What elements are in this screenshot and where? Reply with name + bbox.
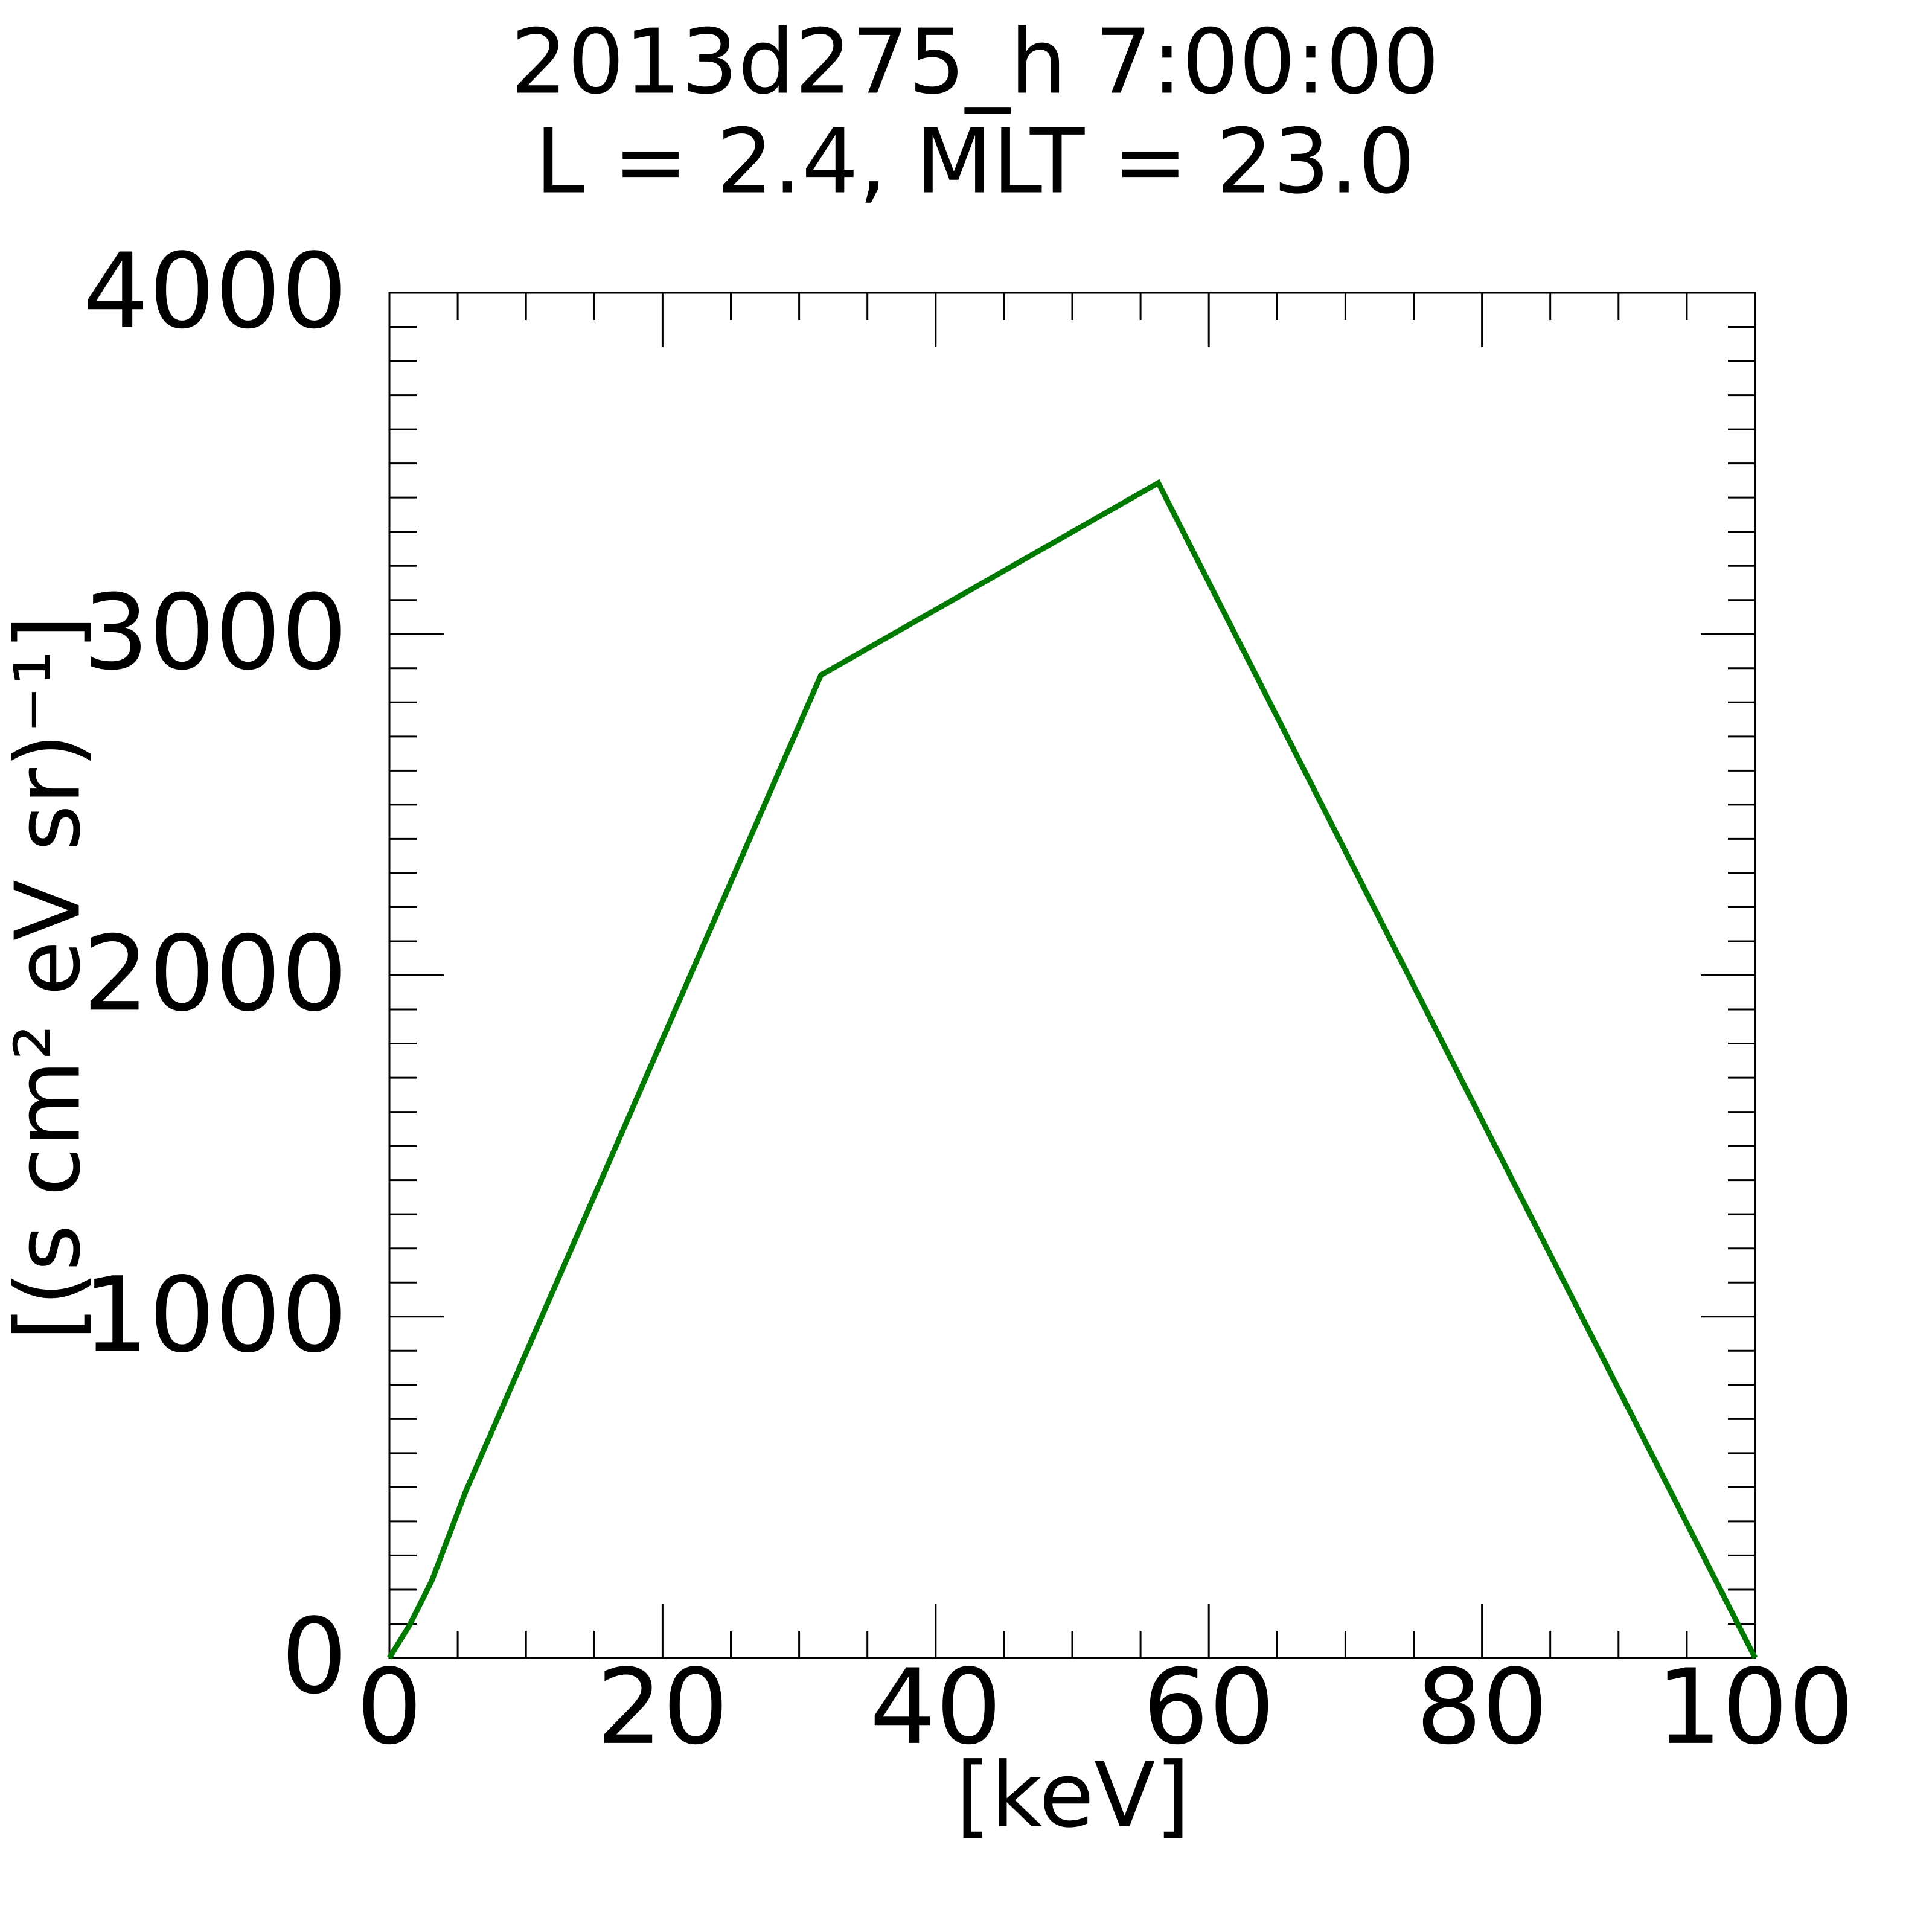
y-tick-label: 0 bbox=[281, 1596, 347, 1717]
y-tick-label: 4000 bbox=[83, 231, 347, 352]
y-tick-label: 1000 bbox=[83, 1255, 347, 1376]
chart-title: 2013d275_h 7:00:00 bbox=[511, 10, 1439, 114]
x-tick-label: 40 bbox=[869, 1646, 1002, 1768]
x-tick-label: 100 bbox=[1656, 1646, 1854, 1768]
chart-subtitle: L = 2.4, MLT = 23.0 bbox=[535, 110, 1415, 214]
y-tick-label: 3000 bbox=[83, 572, 347, 693]
x-tick-label: 60 bbox=[1143, 1646, 1275, 1768]
x-tick-label: 80 bbox=[1416, 1646, 1548, 1768]
x-tick-label: 0 bbox=[356, 1646, 422, 1768]
data-line bbox=[387, 479, 1758, 1660]
y-tick-label: 2000 bbox=[83, 913, 347, 1034]
y-axis-label: [(s cm² eV sr)⁻¹] bbox=[0, 615, 100, 1341]
x-axis-label: [keV] bbox=[956, 1744, 1190, 1847]
plot-frame bbox=[388, 292, 1756, 1659]
x-tick-label: 20 bbox=[597, 1646, 729, 1768]
